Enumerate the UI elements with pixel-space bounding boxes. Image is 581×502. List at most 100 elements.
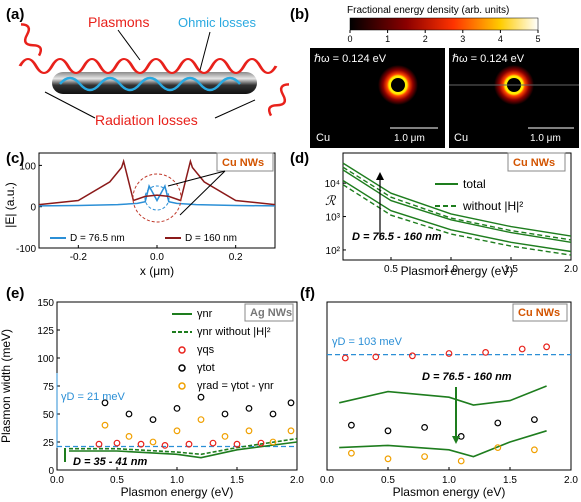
scatter-point-3 (421, 424, 429, 431)
scatter-point-3 (149, 416, 157, 424)
ytick-label-d: 10³ (326, 213, 341, 224)
xtick-label: 1.0 (442, 475, 456, 486)
scatter-point-2 (161, 442, 169, 449)
series-line-0 (339, 430, 547, 458)
scatter-point-2 (233, 440, 241, 448)
scatter-point-4 (269, 438, 277, 446)
ytick-label-c: -100 (16, 244, 36, 255)
tag-c: Cu NWs (222, 157, 264, 169)
xtick-label-c: -0.2 (70, 252, 88, 263)
series-line-1 (69, 437, 298, 456)
legend-e-label-2: γqs (197, 344, 215, 356)
xtick-label-d: 1.5 (504, 264, 518, 275)
map-left-energy: ℏω = 0.124 eV (314, 53, 387, 65)
scatter-point-2 (409, 352, 416, 360)
scatter-point-3 (197, 393, 205, 401)
ytick-label: 50 (43, 410, 55, 421)
scatter-point-4 (125, 433, 133, 440)
ytick-label: 0 (48, 466, 54, 477)
scatter-point-4 (287, 427, 295, 435)
scatter-point-2 (257, 439, 265, 447)
series-f (327, 343, 571, 465)
series-line-d-0 (342, 162, 572, 237)
scatter-point-4 (245, 427, 253, 435)
scatter-point-3 (173, 405, 181, 412)
panel-f: (f) 0.0 0.5 1.0 1.5 2.0 Cu NWs γD = 103 meV … (300, 285, 578, 499)
legend-d-label-without: without |H|² (462, 199, 523, 213)
scatter-point-4 (384, 455, 392, 463)
scatter-point-3 (287, 399, 295, 407)
scatter-point-4 (101, 421, 109, 429)
gamma-d-label-e: γD = 21 meV (61, 391, 126, 403)
ytick-label-d: 10² (326, 246, 341, 257)
xlabel-f: Plasmon energy (eV) (393, 485, 506, 499)
gamma-d-label-f: γD = 103 meV (332, 336, 403, 348)
panel-label-c: (c) (6, 150, 24, 167)
ytick-label-c: 100 (19, 161, 36, 172)
scatter-point-4 (149, 438, 157, 446)
tag-box-e (244, 303, 294, 322)
d-label-e: D = 35 - 41 nm (73, 456, 148, 468)
tag-d: Cu NWs (513, 157, 555, 169)
nanowire-rod (52, 72, 257, 94)
legend-c-label-1: D = 160 nm (185, 233, 237, 244)
scalebar-right-label: 1.0 μm (530, 133, 561, 144)
ohmic-label: Ohmic losses (178, 15, 257, 30)
xtick-label-c: 0.0 (150, 252, 164, 263)
colorbar-ticks: 0 1 2 3 4 5 (347, 30, 541, 44)
xtick-label-c: 0.2 (229, 252, 243, 263)
tag-box-d (507, 152, 566, 172)
arrow-ohmic (199, 31, 211, 71)
legend-e-label-0: γnr (197, 308, 213, 320)
scatter-point-3 (125, 410, 133, 418)
panel-c: (c) -0.2 0.0 0.2 -100 0 100 Cu NWs |E| (a.u.)… (3, 150, 276, 278)
axis-ticks-c: -0.2 0.0 0.2 -100 0 100 (16, 161, 243, 263)
panel-label-e: (e) (6, 285, 24, 302)
xtick-label: 2.0 (564, 475, 578, 486)
colorbar (349, 17, 539, 31)
scatter-point-2 (185, 440, 193, 448)
colorbar-tick-label: 0 (347, 34, 352, 44)
radiation-wave-right (267, 83, 290, 117)
highlight-circle-large (132, 173, 182, 223)
series-line-d-2 (342, 179, 572, 253)
series-line-c-0 (38, 183, 276, 207)
radiation-label: Radiation losses (95, 112, 198, 128)
ytick-label: 100 (37, 354, 54, 365)
field-core-left (391, 78, 405, 92)
legend-e: γnr γnr without |H|² γqs γtot γrad = γto… (172, 308, 274, 392)
tag-box-c (216, 152, 274, 172)
scatter-point-2 (482, 349, 490, 356)
scatter-point-4 (457, 457, 465, 465)
highlight-circle-small (144, 185, 170, 211)
ytick-label-d: 10⁴ (325, 179, 340, 190)
plasmons-label: Plasmons (88, 14, 149, 30)
scatter-point-4 (531, 446, 538, 454)
panel-label-f: (f) (300, 285, 315, 302)
xtick-label: 1.5 (230, 475, 244, 486)
arrow-plasmons (117, 29, 141, 61)
arrow-c-1 (167, 170, 226, 187)
scatter-point-3 (269, 410, 277, 418)
plasmon-wave (18, 57, 278, 75)
scatter-point-2 (341, 354, 349, 362)
scatter-point-3 (245, 405, 253, 412)
scatter-point-2 (209, 439, 217, 447)
panel-label-b: (b) (290, 6, 309, 23)
legend-e-swatch-4 (178, 382, 186, 390)
xtick-label-d: 1.0 (444, 264, 458, 275)
scatter-point-3 (494, 419, 502, 427)
xtick-label: 1.5 (503, 475, 517, 486)
map-right-energy: ℏω = 0.124 eV (452, 53, 525, 65)
series-line-d-4 (342, 184, 572, 256)
legend-c-label-0: D = 76.5 nm (70, 233, 125, 244)
colorbar-tick-label: 2 (423, 34, 428, 44)
tag-e: Ag NWs (250, 307, 292, 319)
scatter-point-2 (372, 353, 380, 361)
scatter-point-3 (348, 421, 355, 429)
d-label-f: D = 76.5 - 160 nm (422, 371, 512, 383)
series-e (57, 393, 298, 459)
scatter-point-2 (543, 343, 550, 351)
panel-e: (e) 0.0 0.5 1.0 1.5 2.0 0 25 50 75 100 125 150 Ag N… (0, 285, 304, 499)
